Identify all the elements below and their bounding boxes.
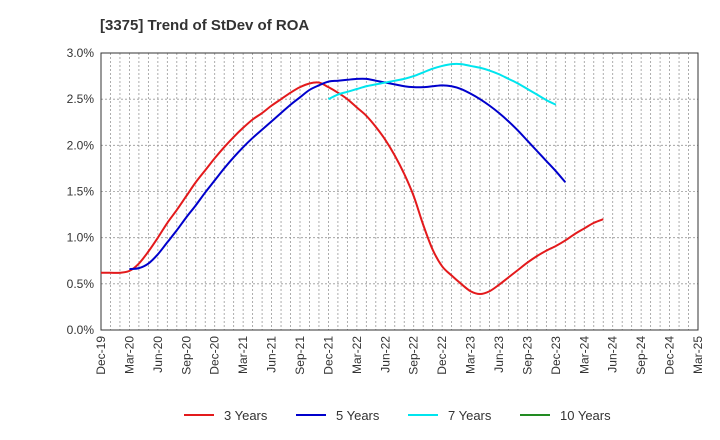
x-tick-label: Dec-23	[549, 336, 563, 375]
x-tick-label: Jun-23	[492, 336, 506, 373]
x-tick-label: Sep-20	[179, 336, 193, 375]
x-tick-label: Mar-21	[236, 336, 250, 374]
legend-label-7-years: 7 Years	[448, 408, 492, 423]
x-tick-label: Sep-23	[520, 336, 534, 375]
legend-label-3-years: 3 Years	[224, 408, 268, 423]
chart-title: [3375] Trend of StDev of ROA	[100, 17, 309, 34]
legend: 3 Years 5 Years 7 Years 10 Years	[184, 408, 611, 423]
x-tick-label: Sep-21	[293, 336, 307, 375]
x-tick-label: Dec-20	[208, 336, 222, 375]
series-line-7-years	[327, 62, 557, 106]
x-tick-label: Mar-20	[122, 336, 136, 374]
x-tick-label: Sep-24	[634, 336, 648, 375]
x-tick-label: Dec-21	[321, 336, 335, 375]
x-tick-label: Jun-24	[606, 336, 620, 373]
y-axis-ticks: 0.0% 0.5% 1.0% 1.5% 2.0% 2.5% 3.0%	[67, 46, 95, 337]
legend-label-10-years: 10 Years	[560, 408, 611, 423]
grid-lines	[101, 53, 698, 330]
x-tick-label: Mar-25	[691, 336, 705, 374]
x-tick-label: Jun-22	[378, 336, 392, 373]
x-tick-label: Mar-24	[577, 336, 591, 374]
y-tick-label: 1.0%	[67, 231, 95, 245]
legend-label-5-years: 5 Years	[336, 408, 380, 423]
y-tick-label: 0.5%	[67, 277, 95, 291]
series-lines	[100, 62, 604, 295]
y-tick-label: 1.5%	[67, 185, 95, 199]
plot-area	[100, 52, 699, 331]
y-tick-label: 2.0%	[67, 138, 95, 152]
y-tick-label: 2.5%	[67, 92, 95, 106]
y-tick-label: 3.0%	[67, 46, 95, 60]
x-tick-label: Sep-22	[407, 336, 421, 375]
x-tick-label: Mar-22	[350, 336, 364, 374]
x-tick-label: Dec-19	[94, 336, 108, 375]
y-tick-label: 0.0%	[67, 323, 95, 337]
x-tick-label: Dec-22	[435, 336, 449, 375]
x-tick-label: Mar-23	[464, 336, 478, 374]
x-axis-ticks: Dec-19 Mar-20 Jun-20 Sep-20 Dec-20 Mar-21 Jun-…	[94, 336, 705, 375]
x-tick-label: Dec-24	[663, 336, 677, 375]
x-tick-label: Jun-21	[265, 336, 279, 373]
series-line-5-years	[129, 77, 567, 271]
x-tick-label: Jun-20	[151, 336, 165, 373]
series-line-3-years	[100, 81, 604, 295]
